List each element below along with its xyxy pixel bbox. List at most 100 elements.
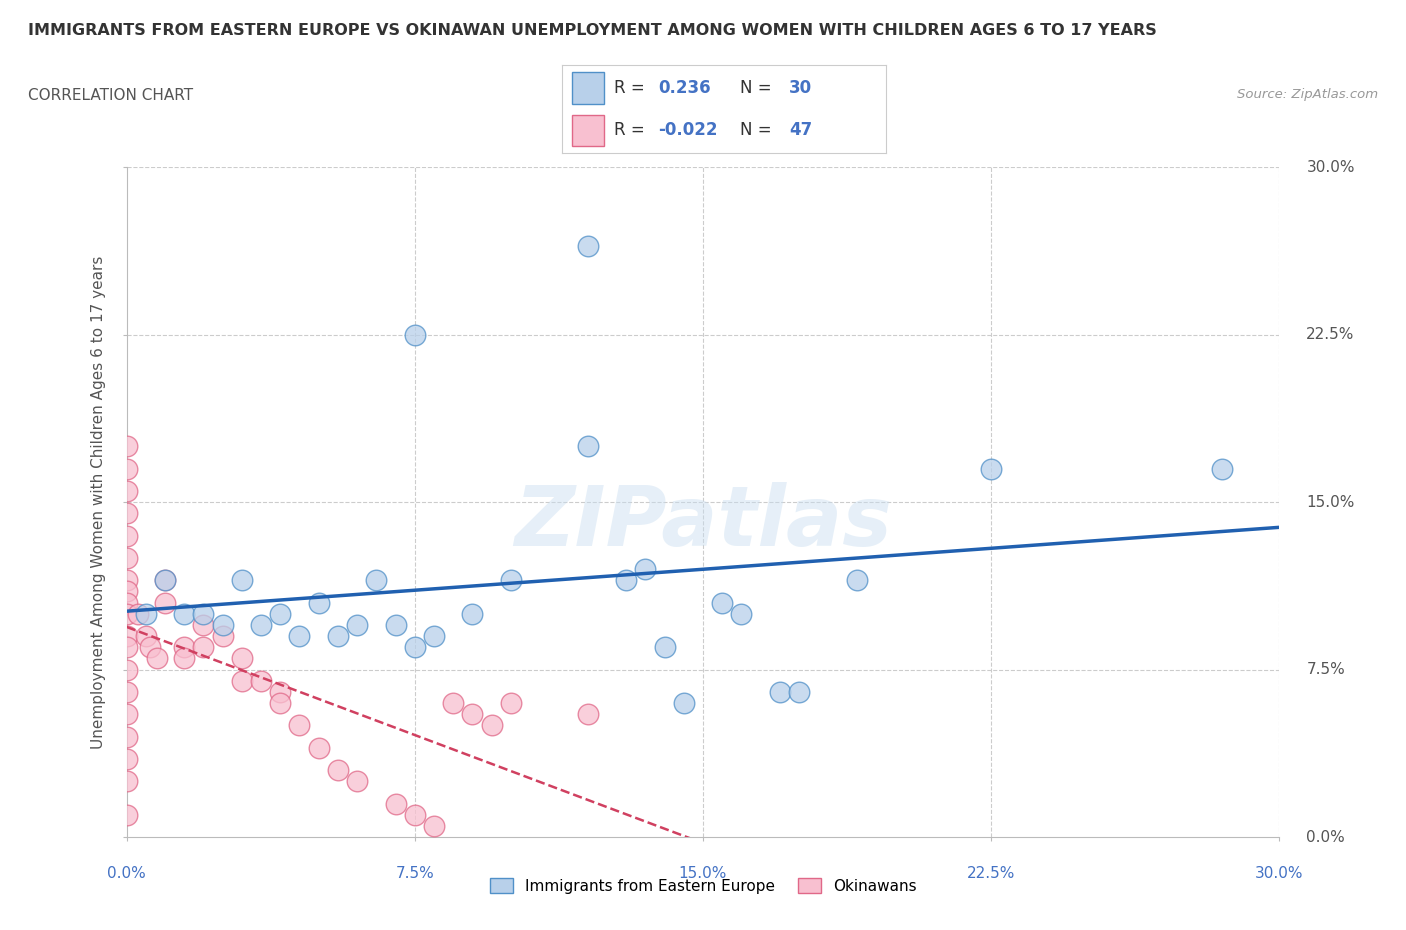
Text: 22.5%: 22.5% xyxy=(1306,327,1355,342)
Point xyxy=(461,707,484,722)
Point xyxy=(138,640,160,655)
Point xyxy=(193,606,215,621)
Point xyxy=(115,528,138,543)
Text: Source: ZipAtlas.com: Source: ZipAtlas.com xyxy=(1237,88,1378,101)
Point xyxy=(308,595,330,610)
Point xyxy=(115,707,138,722)
Point xyxy=(173,640,195,655)
Text: 15.0%: 15.0% xyxy=(1306,495,1355,510)
Point xyxy=(576,707,599,722)
Point xyxy=(384,618,406,632)
Y-axis label: Unemployment Among Women with Children Ages 6 to 17 years: Unemployment Among Women with Children A… xyxy=(91,256,107,749)
Point xyxy=(115,774,138,789)
Point xyxy=(269,606,291,621)
Point xyxy=(845,573,868,588)
Point xyxy=(576,238,599,253)
Point xyxy=(115,584,138,599)
Point xyxy=(135,629,157,644)
Point xyxy=(346,774,368,789)
Point xyxy=(231,651,253,666)
Point xyxy=(115,606,138,621)
Point xyxy=(250,618,273,632)
Point xyxy=(115,684,138,699)
Point xyxy=(269,696,291,711)
Point xyxy=(730,606,752,621)
Point xyxy=(326,763,349,777)
Text: 0.236: 0.236 xyxy=(658,79,710,97)
Text: 7.5%: 7.5% xyxy=(1306,662,1346,677)
Text: N =: N = xyxy=(741,79,772,97)
Point xyxy=(404,327,426,342)
Text: 30.0%: 30.0% xyxy=(1306,160,1355,175)
Text: 30: 30 xyxy=(789,79,811,97)
Point xyxy=(115,751,138,766)
Point xyxy=(366,573,388,588)
Text: CORRELATION CHART: CORRELATION CHART xyxy=(28,88,193,103)
FancyBboxPatch shape xyxy=(572,114,605,146)
Legend: Immigrants from Eastern Europe, Okinawans: Immigrants from Eastern Europe, Okinawan… xyxy=(484,871,922,899)
Point xyxy=(672,696,695,711)
Point xyxy=(461,606,484,621)
Point xyxy=(173,606,195,621)
Point xyxy=(115,551,138,565)
Text: 30.0%: 30.0% xyxy=(1256,866,1303,881)
Point xyxy=(153,595,176,610)
Point xyxy=(326,629,349,644)
Text: ZIPatlas: ZIPatlas xyxy=(515,482,891,563)
Point xyxy=(787,684,810,699)
Point xyxy=(231,573,253,588)
Point xyxy=(153,573,176,588)
Point xyxy=(115,461,138,476)
Text: 47: 47 xyxy=(789,122,813,140)
Point xyxy=(115,595,138,610)
Point xyxy=(115,807,138,822)
Text: -0.022: -0.022 xyxy=(658,122,717,140)
Point xyxy=(115,729,138,744)
Point xyxy=(115,484,138,498)
Point xyxy=(173,651,195,666)
Text: N =: N = xyxy=(741,122,772,140)
Point xyxy=(769,684,792,699)
Point xyxy=(423,818,446,833)
Point xyxy=(614,573,637,588)
Point xyxy=(250,673,273,688)
Point xyxy=(115,439,138,454)
Point xyxy=(153,573,176,588)
Text: 22.5%: 22.5% xyxy=(967,866,1015,881)
Point xyxy=(115,640,138,655)
Point xyxy=(269,684,291,699)
Point xyxy=(193,640,215,655)
Point xyxy=(115,506,138,521)
Point xyxy=(1211,461,1233,476)
Point xyxy=(980,461,1002,476)
FancyBboxPatch shape xyxy=(572,73,605,104)
Point xyxy=(211,618,233,632)
Point xyxy=(654,640,676,655)
Point xyxy=(711,595,734,610)
Point xyxy=(127,606,149,621)
Text: 0.0%: 0.0% xyxy=(1306,830,1346,844)
Point xyxy=(481,718,503,733)
Text: R =: R = xyxy=(614,122,645,140)
Point xyxy=(423,629,446,644)
Point xyxy=(231,673,253,688)
Point xyxy=(288,629,311,644)
Point xyxy=(384,796,406,811)
Point xyxy=(288,718,311,733)
Point xyxy=(115,662,138,677)
Point xyxy=(499,696,522,711)
Text: 7.5%: 7.5% xyxy=(395,866,434,881)
Point xyxy=(308,740,330,755)
Point xyxy=(576,439,599,454)
Text: 15.0%: 15.0% xyxy=(679,866,727,881)
Point xyxy=(499,573,522,588)
Point xyxy=(211,629,233,644)
Point xyxy=(115,629,138,644)
Text: 0.0%: 0.0% xyxy=(107,866,146,881)
Point xyxy=(115,573,138,588)
Point xyxy=(135,606,157,621)
Point xyxy=(146,651,169,666)
Point xyxy=(404,640,426,655)
Point xyxy=(193,618,215,632)
Text: IMMIGRANTS FROM EASTERN EUROPE VS OKINAWAN UNEMPLOYMENT AMONG WOMEN WITH CHILDRE: IMMIGRANTS FROM EASTERN EUROPE VS OKINAW… xyxy=(28,23,1157,38)
